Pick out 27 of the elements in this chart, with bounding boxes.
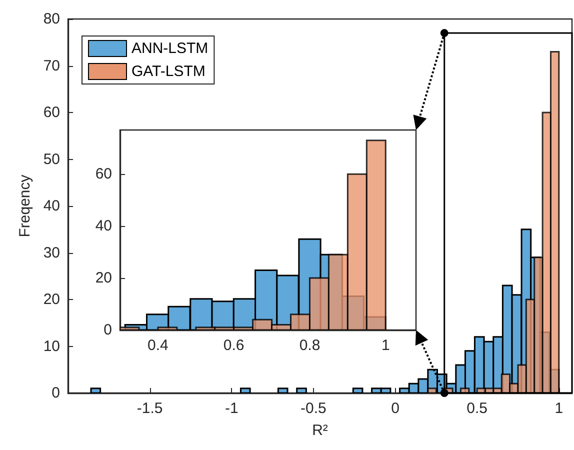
y-tick-label: 10 — [43, 338, 60, 355]
x-tick-label: 0.4 — [148, 337, 168, 354]
y-tick-label: 40 — [95, 218, 112, 235]
x-tick-label: 0.6 — [223, 337, 244, 354]
y-tick-label: 70 — [43, 57, 60, 74]
y-tick-label: 50 — [43, 150, 60, 168]
y-tick-label: 0 — [52, 384, 60, 402]
x-tick-label: -0.5 — [300, 400, 326, 417]
x-tick-label: 0.8 — [299, 337, 320, 354]
x-tick-label: 0 — [391, 400, 400, 417]
y-tick-label: 0 — [104, 322, 112, 338]
x-tick-label: 0.5 — [466, 400, 488, 417]
y-tick-label: 60 — [43, 104, 60, 121]
y-tick-label: 30 — [43, 244, 60, 262]
y-axis-title: Freqency — [16, 174, 34, 238]
y-tick-label: 60 — [95, 166, 112, 183]
x-tick-label: -1.5 — [136, 400, 163, 417]
x-tick-label: 1 — [554, 400, 564, 417]
y-tick-label: 40 — [43, 198, 60, 214]
y-tick-label: 20 — [43, 291, 60, 308]
x-axis-title: R² — [312, 422, 328, 439]
legend-label: GAT-LSTM — [132, 63, 206, 80]
x-tick-label: 1 — [381, 337, 390, 354]
y-tick-label: 20 — [95, 270, 112, 287]
y-tick-label: 80 — [43, 10, 60, 28]
legend-label: ANN-LSTM — [132, 40, 208, 57]
x-tick-label: -1 — [224, 400, 238, 417]
